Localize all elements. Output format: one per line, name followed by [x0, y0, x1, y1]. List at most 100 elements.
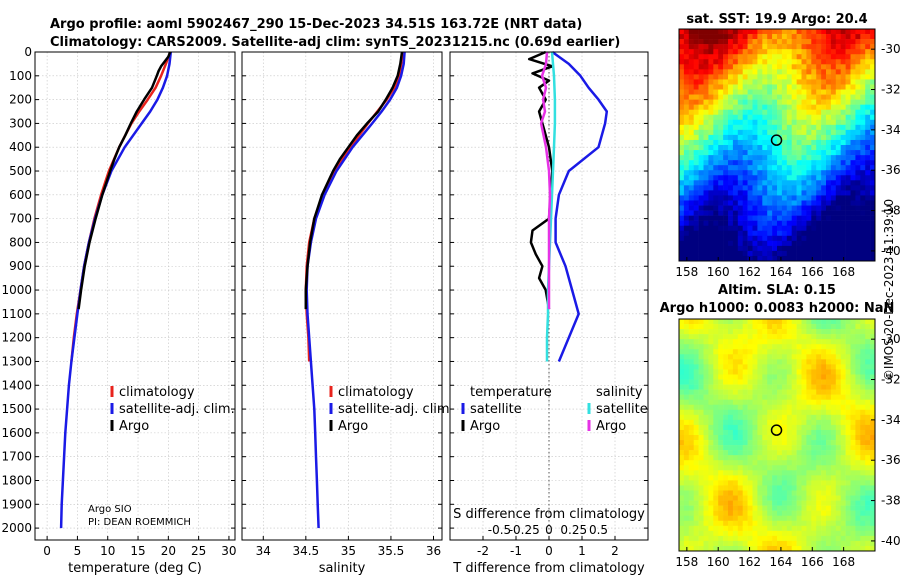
map-cell [850, 505, 856, 511]
map-cell [713, 114, 719, 121]
map-cell [786, 369, 792, 375]
map-cell [801, 419, 807, 426]
map-cell [718, 389, 724, 395]
map-cell [816, 200, 822, 206]
map-cell [835, 74, 841, 80]
map-cell [767, 440, 773, 446]
map-cell [703, 44, 709, 50]
map-cell [737, 470, 743, 476]
map-cell [713, 210, 719, 216]
map-cell [747, 205, 753, 211]
map-cell [703, 404, 709, 411]
map-cell [835, 394, 841, 400]
map-cell [850, 34, 856, 40]
map-cell [806, 460, 812, 466]
map-cell [816, 399, 822, 406]
map-cell [742, 334, 748, 340]
y-tick-label: 700 [9, 212, 32, 226]
map-cell [713, 429, 719, 436]
map-cell [723, 240, 729, 247]
map-cell [757, 354, 763, 360]
map-cell [870, 475, 876, 481]
map-cell [830, 220, 837, 226]
map-cell [718, 460, 724, 466]
map-cell [855, 170, 861, 176]
map-cell [816, 460, 822, 466]
map-cell [752, 49, 758, 55]
map-cell [865, 465, 871, 471]
map-cell [703, 145, 709, 151]
map-cell [786, 134, 792, 141]
map-cell [786, 485, 792, 491]
map-cell [796, 235, 802, 242]
map-cell [723, 440, 729, 446]
map-cell [698, 540, 704, 547]
map-cell [791, 354, 797, 360]
map-cell [840, 205, 846, 211]
map-cell [816, 225, 822, 232]
map-cell [708, 500, 714, 506]
map-cell [781, 515, 788, 522]
map-cell [762, 404, 768, 411]
map-cell [698, 500, 704, 506]
map-cell [855, 435, 861, 441]
map-cell [830, 465, 837, 471]
map-cell [821, 545, 827, 552]
map-cell [688, 215, 694, 221]
map-cell [781, 520, 788, 527]
map-cell [703, 540, 709, 547]
map-cell [801, 99, 807, 105]
map-cell [693, 399, 699, 406]
map-cell [830, 79, 837, 85]
map-cell [806, 409, 812, 416]
map-cell [698, 334, 704, 340]
map-cell [742, 134, 748, 141]
x-tick-label: -2 [477, 544, 489, 558]
map-cell [840, 250, 846, 257]
map-cell [786, 64, 792, 70]
map-cell [786, 44, 792, 50]
map-cell [870, 205, 876, 211]
map-cell [816, 490, 822, 496]
map-cell [737, 394, 743, 400]
map-cell [821, 429, 827, 436]
map-cell [767, 139, 773, 146]
map-cell [850, 44, 856, 50]
map-cell [762, 129, 768, 136]
map-cell [870, 424, 876, 431]
map-cell [811, 455, 817, 461]
map-cell [850, 460, 856, 466]
map-cell [708, 530, 714, 537]
map-cell [816, 445, 822, 451]
x2-tick-label: -0.5 [488, 523, 511, 537]
map-cell [816, 419, 822, 426]
x-tick-label: 34.5 [292, 544, 319, 558]
map-cell [786, 495, 792, 501]
map-cell [683, 344, 690, 350]
map-cell [688, 495, 694, 501]
map-cell [830, 460, 837, 466]
map-cell [855, 245, 861, 252]
map-cell [840, 185, 846, 191]
map-cell [679, 435, 685, 441]
map-cell [835, 354, 841, 360]
map-cell [830, 384, 837, 390]
map-cell [693, 145, 699, 151]
map-cell [855, 150, 861, 156]
map-cell [845, 369, 851, 375]
map-cell [796, 389, 802, 395]
map-cell [777, 500, 783, 506]
map-y-tick-label: -30 [881, 42, 900, 56]
map-cell [855, 240, 861, 247]
map-cell [811, 240, 817, 247]
map-cell [781, 160, 788, 166]
map-cell [806, 505, 812, 511]
map-cell [772, 240, 778, 247]
map-cell [698, 79, 704, 85]
map-cell [742, 384, 748, 390]
map-cell [737, 364, 743, 370]
map-cell [698, 185, 704, 191]
map-cell [786, 480, 792, 486]
map-cell [826, 165, 832, 171]
map-cell [855, 369, 861, 375]
